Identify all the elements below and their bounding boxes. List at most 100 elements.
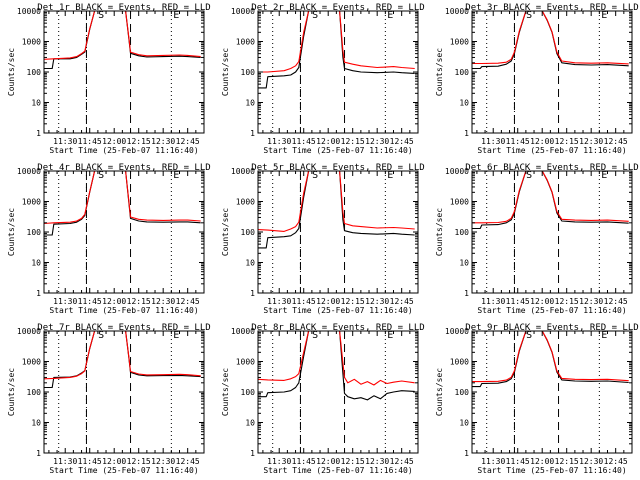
x-tick-label: 11:30 [53,457,77,466]
x-tick-label: 12:45 [390,137,414,146]
series-line-lld [257,330,415,386]
chart-title: Det 4r BLACK = Events, RED = LLD [37,163,210,173]
y-tick-label: 100 [455,228,470,237]
y-tick-label: 1 [464,449,469,458]
axes-frame [471,330,633,454]
y-tick-label: 10000 [445,7,469,16]
y-tick-label: 100 [27,388,42,397]
y-tick-label: 1000 [236,198,255,207]
x-tick-label: 11:30 [481,297,505,306]
end-marker-label: E [387,170,393,181]
x-tick-label: 12:45 [604,457,628,466]
x-axis-label: Start Time (25-Feb-07 11:16:40) [263,146,412,155]
y-tick-label: 10000 [445,327,469,336]
y-tick-label: 10000 [445,167,469,176]
x-tick-label: 12:15 [341,137,365,146]
x-tick-label: 11:45 [506,137,530,146]
y-axis-label: Counts/sec [435,368,444,416]
x-axis-label: Start Time (25-Feb-07 11:16:40) [263,466,412,475]
y-tick-label: 1000 [22,198,41,207]
chart-title: Det 8r BLACK = Events, RED = LLD [251,323,424,333]
y-tick-label: 10000 [17,7,41,16]
axes-frame [43,170,205,294]
y-tick-label: 10 [31,419,41,428]
start-marker-label: S [312,10,318,21]
x-tick-label: 12:00 [530,457,554,466]
chart-title: Det 2r BLACK = Events, RED = LLD [251,3,424,13]
y-tick-label: 100 [455,68,470,77]
x-tick-label: 11:30 [481,137,505,146]
y-tick-label: 100 [241,68,256,77]
x-tick-label: 12:15 [341,297,365,306]
end-marker-label: E [173,10,179,21]
x-tick-label: 12:00 [316,137,340,146]
x-axis-label: Start Time (25-Feb-07 11:16:40) [49,146,198,155]
x-tick-label: 12:30 [151,457,175,466]
x-tick-label: 11:45 [78,137,102,146]
start-marker-label: S [526,330,532,341]
chart-title: Det 9r BLACK = Events, RED = LLD [465,323,638,333]
chart-title: Det 1r BLACK = Events, RED = LLD [37,3,210,13]
plot-area [472,330,629,453]
end-marker-label: E [601,330,607,341]
y-axis-label: Counts/sec [7,368,16,416]
x-tick-label: 11:45 [292,297,316,306]
y-tick-label: 1000 [22,38,41,47]
x-tick-label: 12:45 [390,297,414,306]
y-tick-label: 10 [245,259,255,268]
y-axis-label: Counts/sec [221,208,230,256]
start-marker-label: S [526,170,532,181]
x-axis-label: Start Time (25-Feb-07 11:16:40) [263,306,412,315]
plot-area [43,170,201,293]
x-tick-label: 12:45 [390,457,414,466]
x-tick-label: 12:30 [365,297,389,306]
end-marker-label: E [601,10,607,21]
y-axis-label: Counts/sec [221,368,230,416]
x-tick-label: 12:15 [127,457,151,466]
y-tick-label: 10 [31,99,41,108]
x-tick-label: 12:30 [151,137,175,146]
y-tick-label: 1000 [450,358,469,367]
x-tick-label: 11:45 [292,457,316,466]
x-tick-label: 12:45 [604,297,628,306]
end-marker-label: E [173,170,179,181]
x-tick-label: 11:45 [506,457,530,466]
x-axis-label: Start Time (25-Feb-07 11:16:40) [477,146,626,155]
x-tick-label: 11:45 [78,297,102,306]
x-tick-label: 12:30 [579,297,603,306]
series-line-events [258,330,415,401]
x-tick-label: 11:30 [53,297,77,306]
x-tick-label: 12:30 [579,457,603,466]
x-axis-label: Start Time (25-Feb-07 11:16:40) [49,466,198,475]
x-tick-label: 12:45 [176,137,200,146]
y-tick-label: 10000 [17,327,41,336]
chart-title: Det 6r BLACK = Events, RED = LLD [465,163,638,173]
x-tick-label: 12:30 [151,297,175,306]
y-axis-label: Counts/sec [435,48,444,96]
x-tick-label: 11:45 [506,297,530,306]
x-tick-label: 12:00 [530,297,554,306]
x-tick-label: 12:30 [365,457,389,466]
y-tick-label: 1 [464,129,469,138]
plot-area [43,10,201,133]
y-tick-label: 1000 [450,38,469,47]
plot-area [472,170,629,293]
x-axis-label: Start Time (25-Feb-07 11:16:40) [477,466,626,475]
x-tick-label: 12:00 [102,137,126,146]
x-tick-label: 12:15 [555,457,579,466]
y-tick-label: 10 [459,99,469,108]
y-tick-label: 10 [245,419,255,428]
x-tick-label: 12:15 [341,457,365,466]
start-marker-label: S [98,170,104,181]
y-axis-label: Counts/sec [7,208,16,256]
y-tick-label: 1 [250,449,255,458]
x-tick-label: 12:00 [316,457,340,466]
x-tick-label: 12:00 [102,297,126,306]
y-tick-label: 1 [250,129,255,138]
end-marker-label: E [601,170,607,181]
y-tick-label: 1000 [236,358,255,367]
